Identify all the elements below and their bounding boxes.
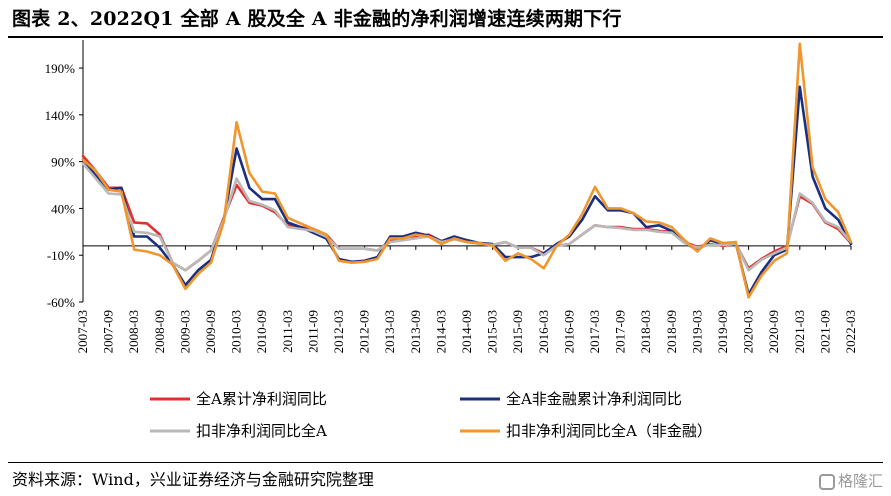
y-tick-label: 90% — [51, 155, 75, 170]
x-tick-label: 2021-03 — [792, 310, 807, 353]
x-tick-label: 2022-03 — [843, 310, 858, 353]
series-line-1 — [81, 154, 853, 272]
x-tick-label: 2010-03 — [229, 310, 244, 353]
x-tick-label: 2012-03 — [331, 310, 346, 353]
x-tick-label: 2011-09 — [305, 310, 320, 353]
series-line-4 — [81, 42, 853, 299]
x-tick-label: 2016-09 — [561, 310, 576, 353]
y-tick-label: -60% — [47, 295, 75, 310]
y-tick-label: 140% — [45, 108, 76, 123]
x-tick-label: 2014-03 — [433, 310, 448, 353]
series-line-3 — [81, 162, 853, 272]
watermark-text: 格隆汇 — [837, 472, 883, 490]
y-tick-label: 190% — [45, 61, 76, 76]
x-tick-label: 2007-03 — [75, 310, 90, 353]
x-tick-label: 2015-09 — [510, 310, 525, 353]
x-tick-label: 2011-03 — [280, 310, 295, 353]
x-tick-label: 2012-09 — [357, 310, 372, 353]
line-chart: -60%-10%40%90%140%190% 2007-03 2007-09 200… — [45, 40, 858, 440]
y-axis: -60% -10% 40% 90% 140% 190% — [45, 40, 84, 310]
x-tick-label: 2008-03 — [126, 310, 141, 353]
x-tick-label: 2020-09 — [766, 310, 781, 353]
x-tick-label: 2018-03 — [638, 310, 653, 353]
x-tick-label: 2015-03 — [485, 310, 500, 353]
legend-label-4: 扣非净利润同比全A（非金融） — [506, 422, 712, 440]
x-tick-label: 2019-03 — [689, 310, 704, 353]
x-tick-label: 2007-09 — [101, 310, 116, 353]
y-tick-label: -10% — [47, 248, 75, 263]
x-tick-label: 2009-09 — [203, 310, 218, 353]
x-tick-label: 2008-09 — [152, 310, 167, 353]
source-rule — [8, 462, 883, 463]
x-tick-label: 2017-03 — [587, 310, 602, 353]
chart-title: 图表 2、2022Q1 全部 A 股及全 A 非金融的净利润增速连续两期下行 — [12, 8, 622, 30]
x-tick-label: 2013-03 — [382, 310, 397, 353]
x-tick-label: 2018-09 — [664, 310, 679, 353]
x-tick-label: 2017-09 — [613, 310, 628, 353]
series-line-2 — [81, 85, 853, 296]
x-tick-label: 2020-03 — [741, 310, 756, 353]
watermark: 格隆汇 — [818, 470, 883, 491]
y-tick-label: 40% — [51, 201, 75, 216]
legend-label-1: 全A累计净利润同比 — [196, 390, 327, 408]
watermark-logo-icon — [818, 474, 835, 490]
x-tick-label: 2019-09 — [715, 310, 730, 353]
legend-label-3: 扣非净利润同比全A — [196, 422, 327, 440]
series-lines — [81, 42, 853, 299]
x-tick-label: 2010-09 — [254, 310, 269, 353]
x-tick-label: 2014-09 — [459, 310, 474, 353]
x-tick-label: 2021-09 — [817, 310, 832, 353]
x-axis: 2007-03 2007-09 2008-03 2008-09 2009-03 2009-… — [75, 245, 858, 353]
x-tick-label: 2009-03 — [177, 310, 192, 353]
source-note: 资料来源：Wind，兴业证券经济与金融研究院整理 — [12, 470, 374, 489]
legend-label-2: 全A非金融累计净利润同比 — [506, 390, 682, 408]
x-tick-label: 2016-03 — [536, 310, 551, 353]
title-rule — [8, 36, 883, 38]
x-tick-label: 2013-09 — [408, 310, 423, 353]
